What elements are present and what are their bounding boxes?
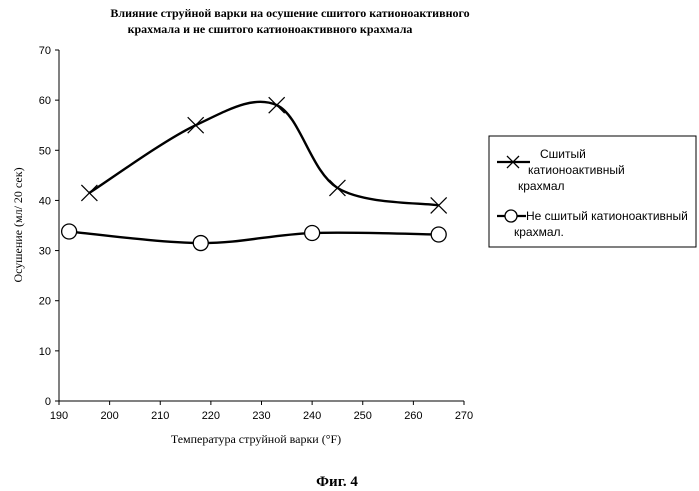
x-tick-label: 240 <box>303 410 321 422</box>
series-layer <box>60 96 448 252</box>
y-tick-label: 40 <box>39 195 51 207</box>
y-axis-label: Осушение (мл/ 20 сек) <box>11 167 25 282</box>
legend-label-crosslinked-line-2: катионоактивный <box>528 163 625 177</box>
data-point-circle-marker <box>430 226 447 243</box>
data-point-circle-marker <box>60 223 78 240</box>
legend-marker-x-icon <box>506 155 520 169</box>
y-tick-label: 10 <box>39 346 51 358</box>
data-point-x-marker <box>268 96 286 114</box>
data-point-x-marker <box>329 179 346 197</box>
y-tick-label: 0 <box>45 396 51 408</box>
legend-box <box>488 135 697 248</box>
x-tick-label: 270 <box>455 410 473 422</box>
data-point-x-marker <box>187 116 205 134</box>
x-tick-label: 210 <box>151 410 169 422</box>
series-line-1 <box>69 230 439 245</box>
legend-label-crosslinked-line-1: Сшитый <box>540 147 586 161</box>
y-tick-label: 20 <box>39 296 51 308</box>
x-tick-label: 230 <box>252 410 270 422</box>
y-tick-label: 50 <box>39 145 51 157</box>
y-ticks: 0 10 20 30 40 50 60 70 <box>39 45 59 408</box>
data-point-x-marker <box>80 184 98 202</box>
data-point-circle-marker <box>192 234 209 252</box>
x-tick-label: 190 <box>50 410 68 422</box>
x-tick-label: 250 <box>354 410 372 422</box>
x-axis-label: Температура струйной варки (°F) <box>171 432 341 446</box>
chart-title-line-2: крахмала и не сшитого катионоактивного к… <box>128 22 413 36</box>
legend-label-crosslinked-line-3: крахмал <box>518 179 565 193</box>
y-tick-label: 60 <box>39 95 51 107</box>
legend-item-crosslinked: Сшитый катионоактивный крахмал <box>497 147 625 193</box>
y-tick-label: 70 <box>39 45 51 57</box>
series-line-0 <box>88 100 439 207</box>
chart-title-line-1: Влияние струйной варки на осушение сшито… <box>110 6 469 20</box>
x-tick-label: 220 <box>202 410 220 422</box>
x-tick-label: 260 <box>404 410 422 422</box>
figure-caption: Фиг. 4 <box>316 474 358 490</box>
legend-item-noncrosslinked: Не сшитый катионоактивный крахмал. <box>497 209 688 239</box>
legend-marker-circle-icon <box>504 209 518 223</box>
x-tick-label: 200 <box>100 410 118 422</box>
data-point-x-marker <box>430 197 448 214</box>
legend-label-noncrosslinked-line-1: Не сшитый катионоактивный <box>526 209 688 223</box>
y-tick-label: 30 <box>39 246 51 258</box>
data-point-circle-marker <box>303 224 321 242</box>
x-ticks: 190 200 210 220 230 240 250 260 270 <box>50 401 473 422</box>
legend-label-noncrosslinked-line-2: крахмал. <box>514 225 564 239</box>
